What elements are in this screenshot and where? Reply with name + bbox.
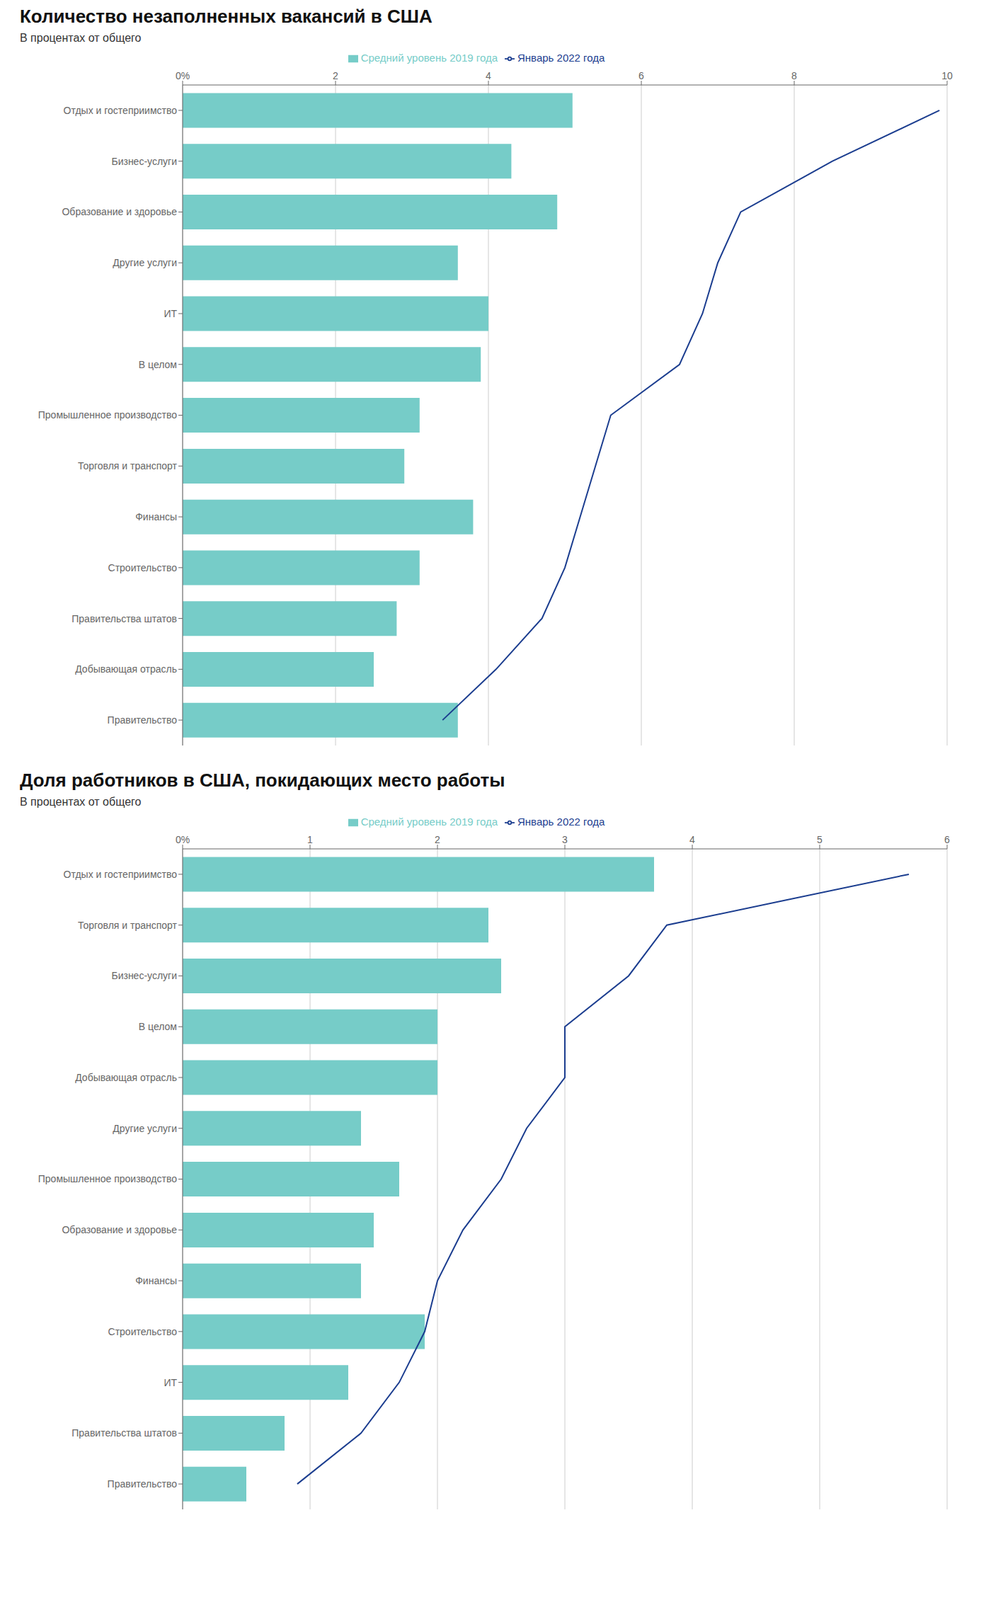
svg-text:Финансы: Финансы: [135, 1274, 177, 1287]
svg-text:Правительства штатов: Правительства штатов: [71, 613, 177, 625]
html-text:Средний уровень 2019 года: Средний уровень 2019 года: [360, 815, 498, 828]
svg-text:Промышленное производство: Промышленное производство: [38, 1172, 177, 1185]
svg-text:Строительство: Строительство: [108, 1325, 178, 1338]
svg-text:Промышленное производство: Промышленное производство: [38, 409, 177, 421]
svg-text:2: 2: [434, 833, 441, 846]
svg-text:Финансы: Финансы: [135, 511, 177, 523]
svg-text:Другие услуги: Другие услуги: [112, 1122, 177, 1134]
svg-text:5: 5: [816, 833, 823, 846]
svg-text:Правительства штатов: Правительства штатов: [71, 1427, 177, 1439]
svg-text:Торговля и транспорт: Торговля и транспорт: [77, 919, 178, 931]
svg-text:Правительство: Правительство: [107, 714, 178, 726]
svg-text:0%: 0%: [175, 833, 190, 846]
svg-text:Другие услуги: Другие услуги: [112, 256, 177, 269]
svg-text:Строительство: Строительство: [108, 562, 178, 574]
html-text:Доля работников в США, покидаю: Доля работников в США, покидающих место …: [19, 769, 505, 791]
svg-text:Правительство: Правительство: [107, 1478, 178, 1490]
html-text:В процентах от общего: В процентах от общего: [19, 795, 142, 808]
svg-text:Образование и здоровье: Образование и здоровье: [61, 205, 177, 218]
svg-text:4: 4: [485, 70, 492, 82]
html-text:Средний уровень 2019 года: Средний уровень 2019 года: [360, 51, 498, 64]
html-text:В процентах от общего: В процентах от общего: [19, 31, 142, 44]
html-text:Январь 2022 года: Январь 2022 года: [517, 51, 605, 64]
svg-text:В целом: В целом: [138, 1020, 177, 1033]
svg-text:Бизнес-услуги: Бизнес-услуги: [111, 969, 177, 982]
svg-text:Отдых и гостеприимство: Отдых и гостеприимство: [63, 104, 178, 117]
svg-text:0%: 0%: [175, 70, 190, 82]
svg-text:В целом: В целом: [138, 358, 177, 371]
svg-text:4: 4: [689, 833, 696, 846]
svg-text:ИТ: ИТ: [163, 1376, 177, 1389]
svg-text:3: 3: [562, 833, 568, 846]
svg-text:Бизнес-услуги: Бизнес-услуги: [111, 155, 177, 168]
html-text:Январь 2022 года: Январь 2022 года: [517, 815, 605, 828]
svg-text:ИТ: ИТ: [163, 307, 177, 320]
svg-text:Торговля и транспорт: Торговля и транспорт: [77, 460, 178, 472]
svg-text:Добывающая отрасль: Добывающая отрасль: [75, 1071, 177, 1084]
svg-text:Добывающая отрасль: Добывающая отрасль: [75, 663, 177, 675]
svg-text:2: 2: [332, 70, 339, 82]
svg-text:8: 8: [791, 70, 798, 82]
svg-text:1: 1: [307, 833, 313, 846]
svg-text:6: 6: [638, 70, 645, 82]
svg-text:6: 6: [944, 833, 950, 846]
svg-text:Образование и здоровье: Образование и здоровье: [61, 1223, 177, 1236]
svg-text:10: 10: [941, 70, 953, 82]
svg-text:Отдых и гостеприимство: Отдых и гостеприимство: [63, 868, 178, 880]
html-text:Количество незаполненных вакан: Количество незаполненных вакансий в США: [19, 5, 433, 27]
